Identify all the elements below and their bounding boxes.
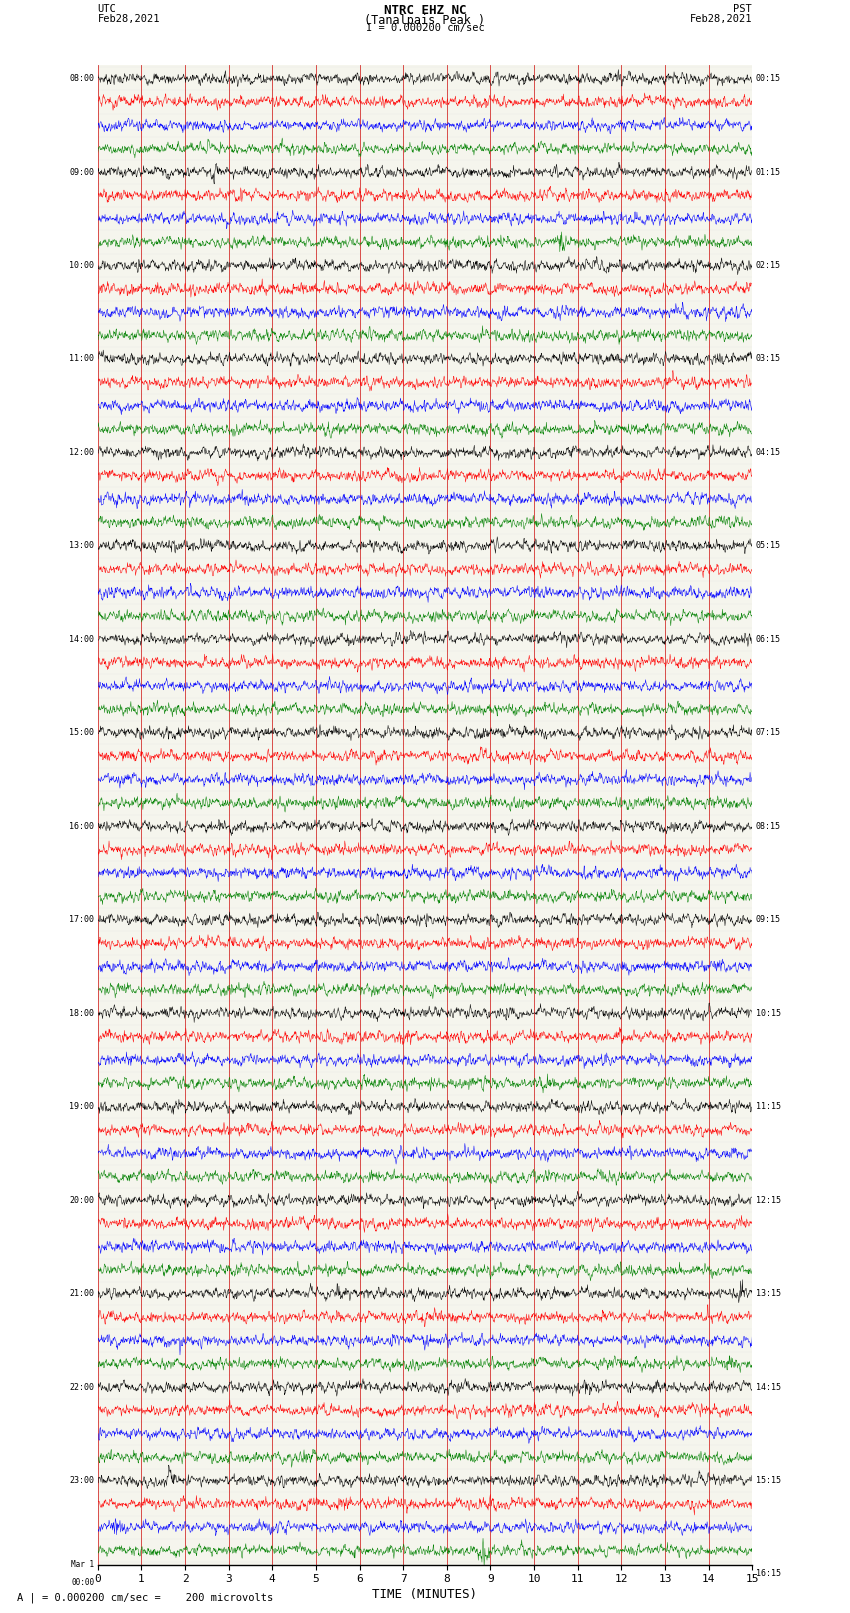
Text: Mar 1: Mar 1 [71, 1560, 94, 1569]
Text: 10:15: 10:15 [756, 1008, 780, 1018]
Text: 06:15: 06:15 [756, 636, 780, 644]
Text: (Tanalpais Peak ): (Tanalpais Peak ) [365, 13, 485, 27]
Text: 18:00: 18:00 [70, 1008, 94, 1018]
Text: 00:15: 00:15 [756, 74, 780, 82]
Text: 20:00: 20:00 [70, 1195, 94, 1205]
Text: UTC: UTC [98, 5, 116, 15]
Text: 14:00: 14:00 [70, 636, 94, 644]
Text: Feb28,2021: Feb28,2021 [689, 13, 752, 24]
Text: Feb28,2021: Feb28,2021 [98, 13, 161, 24]
Text: 15:15: 15:15 [756, 1476, 780, 1486]
Text: 01:15: 01:15 [756, 168, 780, 176]
Text: 23:00: 23:00 [70, 1476, 94, 1486]
Text: NTRC EHZ NC: NTRC EHZ NC [383, 5, 467, 18]
Text: 12:15: 12:15 [756, 1195, 780, 1205]
Text: PST: PST [734, 5, 752, 15]
Text: I = 0.000200 cm/sec: I = 0.000200 cm/sec [366, 24, 484, 34]
Text: 04:15: 04:15 [756, 448, 780, 456]
Text: 14:15: 14:15 [756, 1382, 780, 1392]
Text: 13:15: 13:15 [756, 1289, 780, 1298]
Text: 15:00: 15:00 [70, 729, 94, 737]
Text: 09:00: 09:00 [70, 168, 94, 176]
Text: 19:00: 19:00 [70, 1102, 94, 1111]
Text: 10:00: 10:00 [70, 261, 94, 269]
Text: 12:00: 12:00 [70, 448, 94, 456]
Text: 08:15: 08:15 [756, 821, 780, 831]
Text: 21:00: 21:00 [70, 1289, 94, 1298]
Text: 11:00: 11:00 [70, 355, 94, 363]
X-axis label: TIME (MINUTES): TIME (MINUTES) [372, 1589, 478, 1602]
Text: 13:00: 13:00 [70, 542, 94, 550]
Text: 16:00: 16:00 [70, 821, 94, 831]
Text: 11:15: 11:15 [756, 1102, 780, 1111]
Text: 03:15: 03:15 [756, 355, 780, 363]
Text: 16:15: 16:15 [756, 1569, 780, 1579]
Text: 00:00: 00:00 [71, 1579, 94, 1587]
Text: A | = 0.000200 cm/sec =    200 microvolts: A | = 0.000200 cm/sec = 200 microvolts [17, 1592, 273, 1603]
Text: 22:00: 22:00 [70, 1382, 94, 1392]
Text: 05:15: 05:15 [756, 542, 780, 550]
Text: 08:00: 08:00 [70, 74, 94, 82]
Text: 09:15: 09:15 [756, 915, 780, 924]
Text: 07:15: 07:15 [756, 729, 780, 737]
Text: 17:00: 17:00 [70, 915, 94, 924]
Text: 02:15: 02:15 [756, 261, 780, 269]
